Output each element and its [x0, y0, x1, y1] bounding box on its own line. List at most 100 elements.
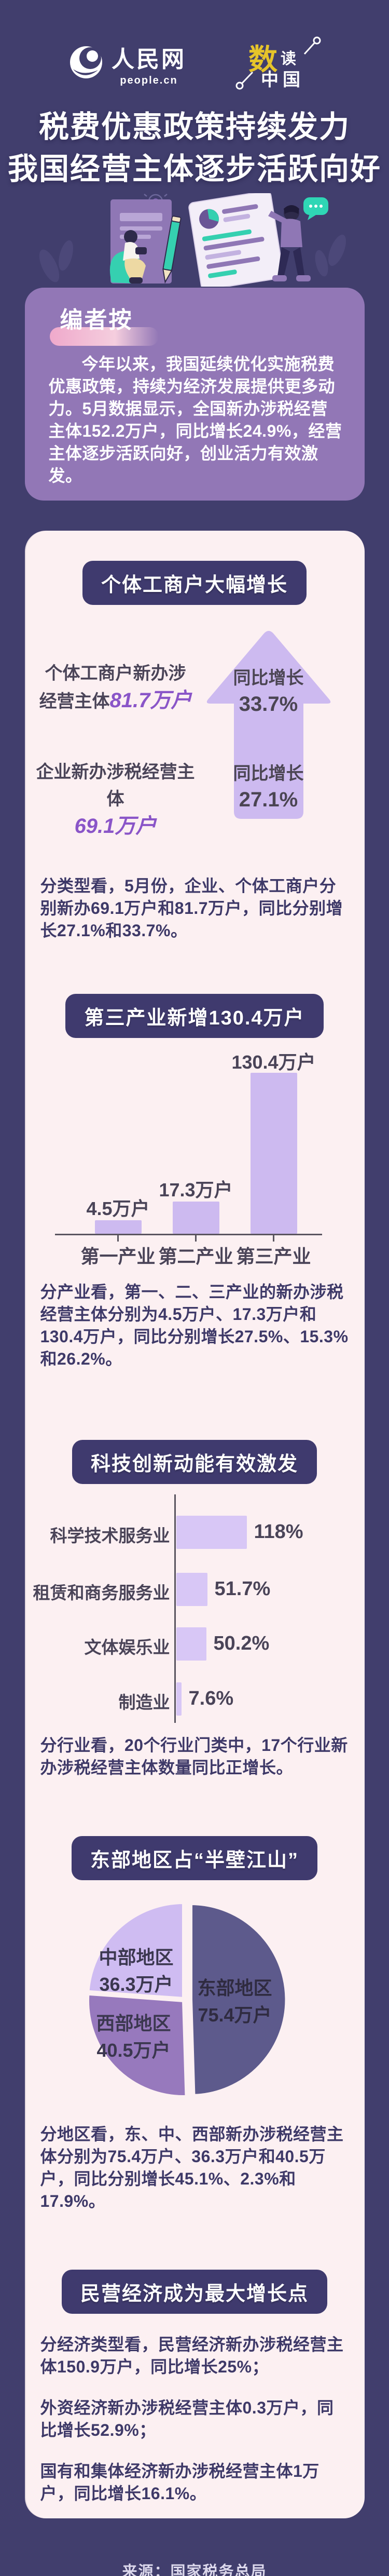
bar-category-label: 第二产业 [158, 1246, 233, 1267]
content-card: 个体工商户大幅增长 个体工商户新办涉 经营主体81.7万户 同比增长 33.7%… [24, 531, 365, 2518]
hbar-bar [176, 1573, 207, 1606]
stat-value: 81.7万户 [109, 689, 192, 712]
pie-region-name: 东部地区 [197, 1977, 272, 1999]
growth-arrow-figure: 个体工商户新办涉 经营主体81.7万户 同比增长 33.7% 企业新办涉税经营主… [25, 627, 365, 838]
y-axis [174, 1494, 176, 1723]
brush-stroke-decoration [49, 327, 159, 346]
section5-paragraph-foreign: 外资经济新办涉税经营主体0.3万户，同比增长52.9%； [40, 2398, 334, 2439]
editor-note-body: 今年以来，我国延续优化实施税费优惠政策，持续为经济发展提供更多动力。5月数据显示… [48, 355, 342, 485]
bar-category-label: 第一产业 [80, 1246, 156, 1267]
section-badge-private-economy: 民营经济成为最大增长点 [61, 2270, 327, 2314]
hbar-category-label: 文体娱乐业 [84, 1638, 170, 1657]
people-cn-chinese: 人民网 [112, 46, 186, 72]
bar-value-label: 17.3万户 [159, 1179, 233, 1201]
pie-region-value: 36.3万户 [99, 1974, 173, 1995]
bar-primary-industry [94, 1220, 142, 1234]
section-badge-individual-business: 个体工商户大幅增长 [82, 561, 307, 605]
editor-note-heading: 编者按 [60, 307, 133, 333]
section-badge-tertiary-industry: 第三产业新增130.4万户 [65, 994, 324, 1038]
section5-paragraph-state: 国有和集体经济新办涉税经营主体1万户，同比增长16.1%。 [40, 2462, 319, 2503]
credits-footer: 来源：国家税务总局 编辑：王震、实习生王小月 设计：实习生王小月 [0, 2562, 389, 2576]
person-holding-sheet [268, 205, 311, 281]
section2-paragraph: 分产业看，第一、二、三产业的新办涉税经营主体分别为4.5万户、17.3万户和13… [40, 1283, 349, 1368]
sector-growth-bar-chart: 科学技术服务业 118% 租赁和商务服务业 51.7% 文体娱乐业 50.2% … [25, 1492, 365, 1727]
hbar-bar [176, 1516, 247, 1549]
hbar-row-manufacturing: 制造业 7.6% [25, 1682, 365, 1716]
page-title-line1: 税费优惠政策持续发力 [38, 110, 350, 144]
pie-region-name: 西部地区 [96, 2013, 171, 2034]
pie-label-east-region: 东部地区 75.4万户 [183, 1975, 287, 2029]
pie-slice-east [189, 1902, 288, 2097]
editor-note-card: 编者按 今年以来，我国延续优化实施税费优惠政策，持续为经济发展提供更多动力。5月… [24, 288, 365, 501]
hbar-category-label: 租赁和商务服务业 [33, 1583, 170, 1602]
section4-paragraph: 分地区看，东、中、西部新办涉税经营主体分别为75.4万户、36.3万户和40.5… [40, 2125, 344, 2210]
stat-label: 个体工商户新办涉 [45, 664, 186, 683]
credit-source: 来源：国家税务总局 [122, 2564, 267, 2576]
page-header: 人民网 people.cn 数 读 中国 [0, 0, 389, 190]
people-cn-logo: 人民网 people.cn [68, 41, 186, 87]
magnifier-pin-icon [299, 35, 322, 61]
people-cn-domain: people.cn [120, 74, 178, 86]
bar-value-label: 4.5万户 [86, 1198, 150, 1219]
bar-tertiary-industry [250, 1073, 297, 1234]
pie-label-mid-region: 中部地区 36.3万户 [85, 1944, 188, 1998]
growth-caption: 同比增长 [233, 668, 304, 688]
shudu-zhongguo-logo: 数 读 中国 [235, 35, 322, 90]
hbar-percent-label: 50.2% [213, 1633, 270, 1654]
industry-bar-chart: 4.5万户 17.3万户 130.4万户 第一产业 第二产业 第三产业 [25, 1044, 365, 1267]
hbar-row-culture-entertainment: 文体娱乐业 50.2% [25, 1627, 365, 1661]
growth-caption: 同比增长 [233, 764, 304, 784]
hbar-bar [176, 1682, 182, 1716]
pie-region-value: 40.5万户 [96, 2040, 171, 2061]
hbar-percent-label: 118% [254, 1521, 303, 1543]
up-arrow-icon [206, 631, 330, 819]
stat-label: 企业新办涉税经营主体 [36, 762, 195, 809]
page-title: 税费优惠政策持续发力 我国经营主体逐步活跃向好 [0, 106, 389, 190]
hbar-bar [176, 1627, 206, 1661]
section1-paragraph: 分类型看，5月份，企业、个体工商户分别新办69.1万户和81.7万户，同比分别增… [40, 876, 343, 940]
enterprise-stat: 企业新办涉税经营主体 69.1万户 [30, 759, 201, 841]
magnifier-pin-icon [235, 68, 258, 93]
axis-tick [117, 1235, 119, 1242]
hbar-percent-label: 7.6% [188, 1688, 234, 1709]
brand-chars-zhongguo: 中国 [261, 70, 304, 90]
hbar-percent-label: 51.7% [214, 1578, 271, 1600]
foliage-decoration [39, 234, 346, 282]
hero-illustration [0, 193, 389, 287]
enterprise-growth-label: 同比增长 27.1% [204, 761, 334, 814]
hbar-row-science-tech: 科学技术服务业 118% [25, 1516, 365, 1549]
section-badge-east-region: 东部地区占“半壁江山” [71, 1836, 317, 1880]
individual-growth-label: 同比增长 33.7% [204, 665, 334, 718]
stat-value: 69.1万户 [74, 815, 157, 838]
pie-icon [86, 1901, 288, 2098]
pie-region-value: 75.4万户 [198, 2004, 272, 2026]
pie-slice-west [86, 1992, 188, 2098]
x-axis [54, 1234, 322, 1235]
axis-tick [195, 1235, 197, 1242]
people-cn-wordmark: 人民网 people.cn [112, 41, 186, 87]
individual-business-stat: 个体工商户新办涉 经营主体81.7万户 [30, 660, 201, 715]
section-badge-tech-innovation: 科技创新动能有效激发 [72, 1440, 317, 1484]
logo-row: 人民网 people.cn 数 读 中国 [0, 35, 389, 90]
report-sheet [188, 193, 284, 287]
hbar-row-leasing-business: 租赁和商务服务业 51.7% [25, 1573, 365, 1606]
section3-paragraph: 分行业看，20个行业门类中，17个行业新办涉税经营主体数量同比正增长。 [40, 1736, 348, 1777]
growth-percent: 33.7% [239, 693, 298, 716]
region-pie-chart: 中部地区 36.3万户 西部地区 40.5万户 东部地区 75.4万户 [25, 1891, 365, 2109]
pencil-decoration [162, 215, 182, 284]
bar-category-label: 第三产业 [236, 1246, 311, 1267]
pie-slice-mid [86, 1901, 185, 2000]
page-title-line2: 我国经营主体逐步活跃向好 [7, 152, 381, 186]
hbar-category-label: 制造业 [118, 1693, 170, 1712]
bar-value-label: 130.4万户 [231, 1051, 316, 1073]
growth-percent: 27.1% [239, 788, 298, 811]
stat-label: 经营主体 [39, 692, 110, 711]
pie-region-name: 中部地区 [99, 1947, 174, 1968]
pie-label-west-region: 西部地区 40.5万户 [82, 2010, 186, 2064]
axis-tick [272, 1235, 274, 1242]
brand-char-du: 读 [281, 50, 296, 68]
brand-char-shu: 数 [248, 43, 277, 76]
hbar-category-label: 科学技术服务业 [50, 1526, 170, 1545]
people-cn-globe-icon [68, 44, 104, 83]
